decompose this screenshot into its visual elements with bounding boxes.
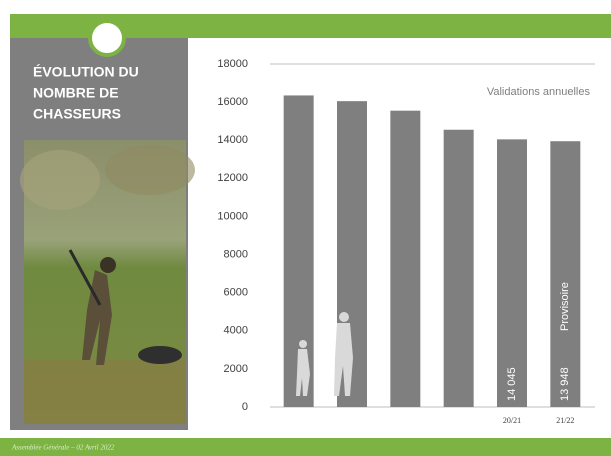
- silhouettes: [296, 312, 353, 396]
- slide-title: CHASSEURS: [33, 106, 121, 122]
- y-tick-label: 8000: [224, 248, 248, 260]
- value-label: 13 948: [559, 367, 571, 401]
- photo: [20, 140, 195, 424]
- annotation: Validations annuelles: [487, 86, 591, 98]
- y-tick-label: 12000: [217, 172, 248, 184]
- footer: Assemblée Générale – 02 Avril 2022: [11, 444, 115, 452]
- y-tick-label: 18000: [217, 58, 248, 70]
- bar: [550, 141, 581, 407]
- slide-title: NOMBRE DE: [33, 85, 119, 101]
- slide-title: ÉVOLUTION DU: [33, 64, 139, 80]
- x-tick-label: 21/22: [556, 416, 574, 425]
- bar: [390, 110, 421, 408]
- y-tick-label: 16000: [217, 96, 248, 108]
- y-tick-label: 4000: [224, 325, 248, 337]
- bar: [443, 129, 474, 407]
- y-tick-label: 2000: [224, 363, 248, 375]
- y-tick-label: 0: [242, 401, 248, 413]
- y-tick-label: 14000: [217, 134, 248, 146]
- bar: [497, 139, 527, 407]
- annotation: Provisoire: [559, 282, 571, 331]
- y-tick-label: 10000: [217, 210, 248, 222]
- y-tick-label: 6000: [224, 287, 248, 299]
- value-label: 14 045: [506, 367, 518, 401]
- ring: [88, 19, 126, 57]
- bottom-band: [0, 438, 611, 456]
- x-tick-label: 20/21: [503, 416, 521, 425]
